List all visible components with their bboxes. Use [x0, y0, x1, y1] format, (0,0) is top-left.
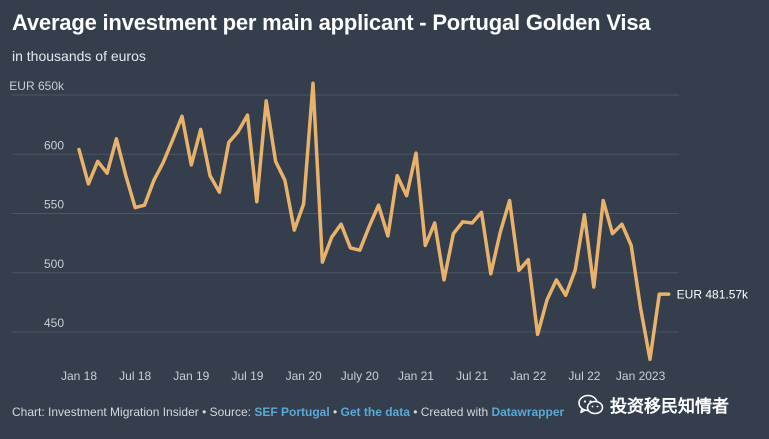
footer-separator: •	[329, 405, 341, 419]
series-line-layer	[77, 81, 671, 362]
end-value-label: EUR 481.57k	[677, 288, 749, 302]
x-tick-label: Jul 21	[456, 369, 488, 383]
x-tick-label: Jul 18	[119, 369, 151, 383]
wechat-icon	[578, 394, 604, 414]
chart-footer: Chart: Investment Migration Insider • So…	[12, 405, 564, 419]
x-tick-label: Jan 22	[510, 369, 546, 383]
get-data-link[interactable]: Get the data	[340, 405, 410, 419]
y-tick-label: 550	[44, 198, 64, 212]
x-tick-label: Jan 18	[61, 369, 97, 383]
x-tick-label: Jan 19	[173, 369, 209, 383]
x-tick-label: July 20	[341, 369, 379, 383]
y-tick-label: 500	[44, 257, 64, 271]
x-tick-label: Jul 19	[231, 369, 263, 383]
chart-subtitle: in thousands of euros	[12, 48, 146, 64]
y-tick-label: 450	[44, 316, 64, 330]
datawrapper-link[interactable]: Datawrapper	[491, 405, 565, 419]
x-tick-label: Jan 2023	[616, 369, 666, 383]
footer-created-with: • Created with	[409, 405, 492, 419]
watermark-text: 投资移民知情者	[610, 397, 729, 417]
watermark: 投资移民知情者	[578, 392, 729, 417]
footer-credit: Chart: Investment Migration Insider • So…	[12, 405, 255, 419]
gridlines	[12, 94, 679, 333]
annotation-layer: EUR 481.57k	[677, 288, 749, 302]
x-tick-label: Jul 22	[568, 369, 600, 383]
x-axis-ticks: Jan 18 Jul 18 Jan 19 Jul 19 Jan 20 July 20 Jan…	[61, 369, 666, 383]
x-tick-label: Jan 21	[398, 369, 434, 383]
y-tick-label: 600	[44, 138, 64, 152]
y-tick-label: EUR 650k	[9, 79, 65, 93]
y-axis-ticks: 450 500 550 600 EUR 650k	[9, 79, 65, 330]
source-link[interactable]: SEF Portugal	[254, 405, 330, 419]
series-line	[77, 81, 671, 362]
x-tick-label: Jan 20	[286, 369, 322, 383]
chart-title: Average investment per main applicant - …	[12, 10, 651, 35]
